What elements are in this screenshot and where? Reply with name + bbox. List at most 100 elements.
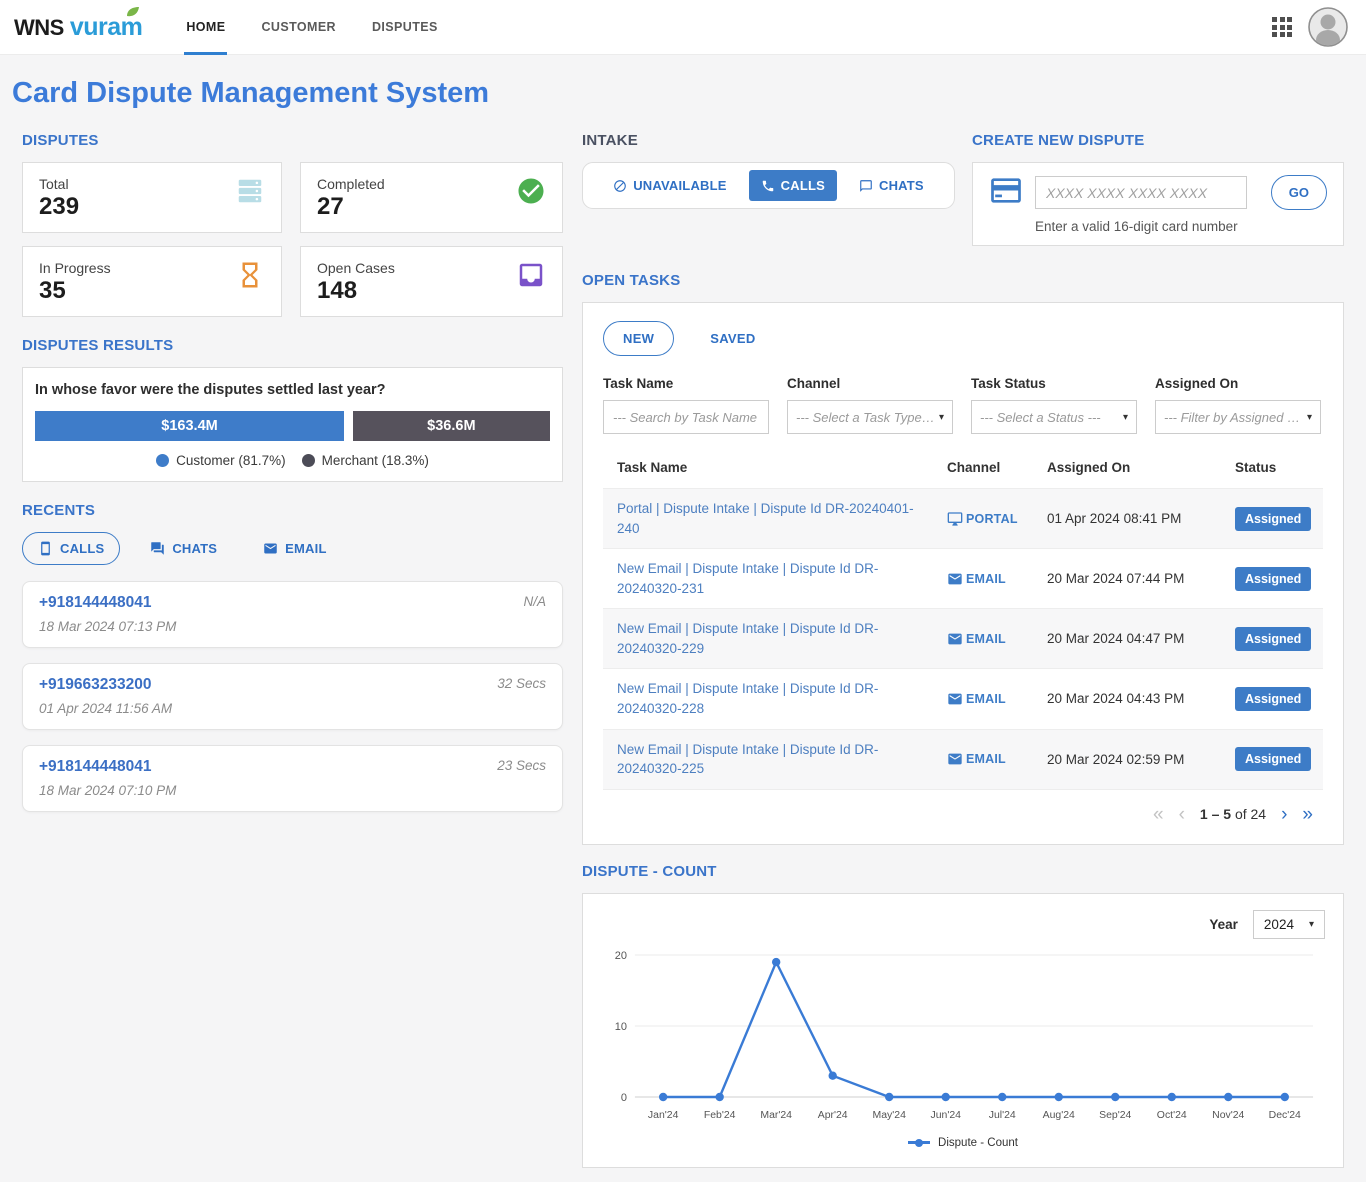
channel-icon xyxy=(947,751,963,767)
chat-bubbles-icon xyxy=(150,541,165,556)
column-header-status: Status xyxy=(1235,460,1315,475)
assigned-on-cell: 20 Mar 2024 02:59 PM xyxy=(1047,752,1235,767)
logo-wns-text: WNS xyxy=(14,15,64,41)
call-phone-number[interactable]: +919663233200 xyxy=(39,676,172,694)
filter-label-task-status: Task Status xyxy=(971,376,1137,391)
stat-value: 35 xyxy=(39,277,111,305)
filter-label-task-name: Task Name xyxy=(603,376,769,391)
status-badge: Assigned xyxy=(1235,507,1311,531)
column-header-channel: Channel xyxy=(947,460,1047,475)
svg-text:10: 10 xyxy=(615,1021,627,1033)
intake-unavailable-button[interactable]: UNAVAILABLE xyxy=(601,170,738,201)
intake-section-title: INTAKE xyxy=(582,132,955,149)
user-avatar-icon[interactable] xyxy=(1308,7,1348,47)
task-name-search-input[interactable] xyxy=(603,400,769,434)
channel-cell: EMAIL xyxy=(947,751,1047,767)
svg-text:May'24: May'24 xyxy=(873,1110,907,1121)
tasks-table-body: Portal | Dispute Intake | Dispute Id DR-… xyxy=(603,488,1323,789)
svg-text:Jul'24: Jul'24 xyxy=(989,1110,1016,1121)
call-datetime: 18 Mar 2024 07:10 PM xyxy=(39,783,176,798)
inbox-tray-icon xyxy=(516,260,546,303)
create-dispute-section-title: CREATE NEW DISPUTE xyxy=(972,132,1344,149)
assigned-on-cell: 20 Mar 2024 04:47 PM xyxy=(1047,631,1235,646)
intake-chats-button[interactable]: CHATS xyxy=(847,170,936,201)
legend-line-marker-icon xyxy=(908,1141,930,1144)
intake-calls-button[interactable]: CALLS xyxy=(749,170,837,201)
nav-item[interactable]: HOME xyxy=(184,0,227,55)
envelope-icon xyxy=(263,541,278,556)
task-link[interactable]: New Email | Dispute Intake | Dispute Id … xyxy=(617,681,878,716)
chart-legend: Dispute - Count xyxy=(599,1133,1327,1161)
assigned-on-cell: 01 Apr 2024 08:41 PM xyxy=(1047,511,1235,526)
recent-call-card: +918144448041 18 Mar 2024 07:10 PM 23 Se… xyxy=(22,745,563,812)
call-duration: N/A xyxy=(523,594,546,634)
results-legend: Customer (81.7%) Merchant (18.3%) xyxy=(35,453,550,468)
result-bar: $163.4M xyxy=(35,411,344,441)
chevron-down-icon: ▾ xyxy=(1309,919,1314,930)
call-duration: 32 Secs xyxy=(497,676,546,716)
channel-cell: EMAIL xyxy=(947,631,1047,647)
svg-text:Nov'24: Nov'24 xyxy=(1212,1110,1244,1121)
pagination-prev-icon[interactable]: ‹ xyxy=(1179,805,1185,824)
svg-text:Sep'24: Sep'24 xyxy=(1099,1110,1131,1121)
channel-cell: EMAIL xyxy=(947,691,1047,707)
check-circle-icon xyxy=(516,176,546,219)
chat-bubble-icon xyxy=(859,179,873,193)
nav-item[interactable]: DISPUTES xyxy=(370,0,440,55)
disputes-stat-grid: Total 239 Completed 27 In Progress xyxy=(22,162,563,317)
legend-dot-icon xyxy=(156,454,169,467)
svg-text:Apr'24: Apr'24 xyxy=(818,1110,848,1121)
recents-tab-calls[interactable]: CALLS xyxy=(22,532,120,565)
server-stack-icon xyxy=(235,176,265,219)
intake-card: UNAVAILABLE CALLS CHATS xyxy=(582,162,955,209)
assigned-on-select[interactable]: --- Filter by Assigned o... ▾ xyxy=(1155,400,1321,434)
channel-select[interactable]: --- Select a Task Type --- ▾ xyxy=(787,400,953,434)
legend-dot-icon xyxy=(302,454,315,467)
wns-vuram-logo: WNS vuram xyxy=(14,13,142,42)
call-datetime: 01 Apr 2024 11:56 AM xyxy=(39,701,172,716)
task-link[interactable]: New Email | Dispute Intake | Dispute Id … xyxy=(617,742,878,777)
svg-text:Oct'24: Oct'24 xyxy=(1157,1110,1187,1121)
pagination-next-icon[interactable]: › xyxy=(1281,805,1287,824)
tab-saved[interactable]: SAVED xyxy=(690,321,775,356)
column-header-task-name: Task Name xyxy=(617,460,947,475)
table-row: New Email | Dispute Intake | Dispute Id … xyxy=(603,608,1323,668)
svg-text:Aug'24: Aug'24 xyxy=(1043,1110,1075,1121)
tasks-table-header: Task Name Channel Assigned On Status xyxy=(603,448,1323,488)
open-tasks-tabs: NEW SAVED xyxy=(603,321,1323,356)
phone-call-icon xyxy=(761,179,775,193)
status-badge: Assigned xyxy=(1235,627,1311,651)
stat-card-open-cases: Open Cases 148 xyxy=(300,246,563,317)
apps-grid-icon[interactable] xyxy=(1272,17,1292,37)
card-number-input[interactable] xyxy=(1035,176,1247,209)
task-link[interactable]: Portal | Dispute Intake | Dispute Id DR-… xyxy=(617,501,914,536)
svg-text:20: 20 xyxy=(615,950,627,962)
call-phone-number[interactable]: +918144448041 xyxy=(39,758,176,776)
main-nav: HOME CUSTOMER DISPUTES xyxy=(184,0,471,55)
recents-tab-chats[interactable]: CHATS xyxy=(134,532,233,565)
stat-value: 27 xyxy=(317,193,385,221)
channel-icon xyxy=(947,691,963,707)
pagination-first-icon[interactable]: « xyxy=(1153,805,1164,824)
nav-item[interactable]: CUSTOMER xyxy=(259,0,338,55)
chevron-down-icon: ▾ xyxy=(1123,412,1128,423)
svg-text:Jun'24: Jun'24 xyxy=(930,1110,961,1121)
pagination-last-icon[interactable]: » xyxy=(1302,805,1313,824)
task-link[interactable]: New Email | Dispute Intake | Dispute Id … xyxy=(617,561,878,596)
task-status-select[interactable]: --- Select a Status --- ▾ xyxy=(971,400,1137,434)
chevron-down-icon: ▾ xyxy=(1307,412,1312,423)
credit-card-icon xyxy=(989,177,1023,209)
recent-call-card: +919663233200 01 Apr 2024 11:56 AM 32 Se… xyxy=(22,663,563,730)
go-button[interactable]: GO xyxy=(1271,175,1327,210)
call-phone-number[interactable]: +918144448041 xyxy=(39,594,176,612)
tab-new[interactable]: NEW xyxy=(603,321,674,356)
card-number-helper-text: Enter a valid 16-digit card number xyxy=(1035,219,1327,234)
stat-card-total: Total 239 xyxy=(22,162,282,233)
table-row: New Email | Dispute Intake | Dispute Id … xyxy=(603,548,1323,608)
status-badge: Assigned xyxy=(1235,747,1311,771)
task-link[interactable]: New Email | Dispute Intake | Dispute Id … xyxy=(617,621,878,656)
year-select[interactable]: 2024 ▾ xyxy=(1253,910,1325,939)
recents-tab-email[interactable]: EMAIL xyxy=(247,532,342,565)
table-row: Portal | Dispute Intake | Dispute Id DR-… xyxy=(603,488,1323,548)
open-tasks-card: NEW SAVED Task Name Channel --- Select a… xyxy=(582,302,1344,845)
